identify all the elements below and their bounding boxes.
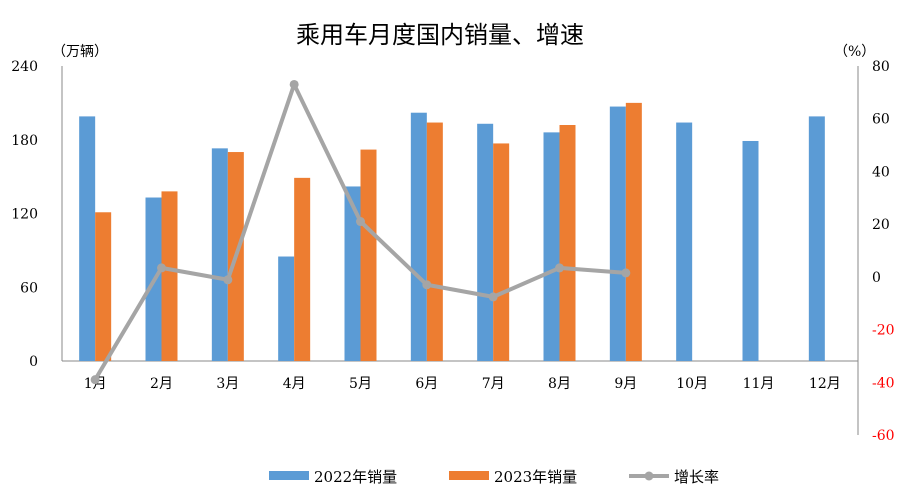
left-tick-label: 240 bbox=[11, 59, 38, 75]
growth-rate-point bbox=[422, 280, 432, 290]
legend-swatch bbox=[449, 471, 489, 480]
right-tick-label: -40 bbox=[872, 375, 895, 391]
growth-rate-point bbox=[90, 375, 100, 385]
bar-2022年销量 bbox=[410, 112, 427, 361]
bar-2022年销量 bbox=[676, 122, 693, 362]
growth-rate-point bbox=[356, 217, 365, 227]
x-tick-label: 8月 bbox=[548, 376, 571, 392]
right-tick-label: 20 bbox=[872, 217, 890, 233]
growth-rate-point bbox=[223, 275, 233, 285]
bar-2022年销量 bbox=[278, 256, 295, 361]
x-tick-label: 6月 bbox=[415, 376, 438, 392]
x-tick-label: 10月 bbox=[676, 376, 708, 392]
bar-2022年销量 bbox=[344, 186, 361, 361]
legend-label: 2023年销量 bbox=[494, 468, 577, 486]
x-tick-label: 7月 bbox=[482, 376, 505, 392]
legend-swatch bbox=[269, 471, 309, 480]
bar-2023年销量 bbox=[360, 149, 377, 361]
left-tick-label: 0 bbox=[29, 354, 38, 370]
bar-2023年销量 bbox=[493, 143, 510, 361]
legend-label: 2022年销量 bbox=[314, 468, 397, 486]
bar-2023年销量 bbox=[559, 125, 576, 361]
bar-2022年销量 bbox=[543, 132, 560, 361]
x-tick-label: 12月 bbox=[809, 376, 841, 392]
left-tick-label: 60 bbox=[20, 280, 38, 296]
x-tick-label: 5月 bbox=[349, 376, 372, 392]
right-tick-label: 0 bbox=[872, 270, 881, 286]
growth-rate-point bbox=[157, 263, 166, 273]
bar-2022年销量 bbox=[211, 148, 228, 361]
x-tick-label: 4月 bbox=[283, 376, 306, 392]
bar-2023年销量 bbox=[625, 102, 642, 361]
x-tick-label: 2月 bbox=[150, 376, 173, 392]
bar-2022年销量 bbox=[742, 140, 759, 361]
x-tick-label: 11月 bbox=[743, 376, 775, 392]
bar-2023年销量 bbox=[426, 122, 443, 362]
right-tick-label: 40 bbox=[872, 164, 890, 180]
growth-rate-point bbox=[289, 79, 299, 89]
bar-2023年销量 bbox=[95, 212, 112, 361]
right-tick-label: -60 bbox=[872, 428, 895, 444]
right-tick-label: -20 bbox=[872, 323, 895, 339]
x-tick-label: 3月 bbox=[216, 376, 239, 392]
left-tick-label: 120 bbox=[11, 207, 38, 223]
right-axis-unit: （%） bbox=[834, 44, 875, 60]
bar-2022年销量 bbox=[477, 123, 494, 361]
growth-rate-point bbox=[555, 263, 564, 273]
legend-label: 增长率 bbox=[674, 468, 719, 486]
growth-rate-point bbox=[621, 268, 631, 278]
left-tick-label: 180 bbox=[11, 133, 38, 149]
bar-2023年销量 bbox=[294, 177, 311, 361]
growth-rate-point bbox=[488, 292, 498, 302]
legend-marker bbox=[644, 471, 654, 481]
bar-2022年销量 bbox=[808, 116, 825, 361]
right-tick-label: 60 bbox=[872, 112, 890, 128]
x-tick-label: 9月 bbox=[614, 376, 637, 392]
chart-title: 乘用车月度国内销量、增速 bbox=[296, 21, 584, 49]
right-tick-label: 80 bbox=[872, 59, 890, 75]
bar-2022年销量 bbox=[79, 116, 96, 361]
left-axis-unit: （万辆） bbox=[52, 44, 108, 60]
bar-2022年销量 bbox=[609, 106, 626, 361]
bar-2023年销量 bbox=[161, 191, 178, 361]
